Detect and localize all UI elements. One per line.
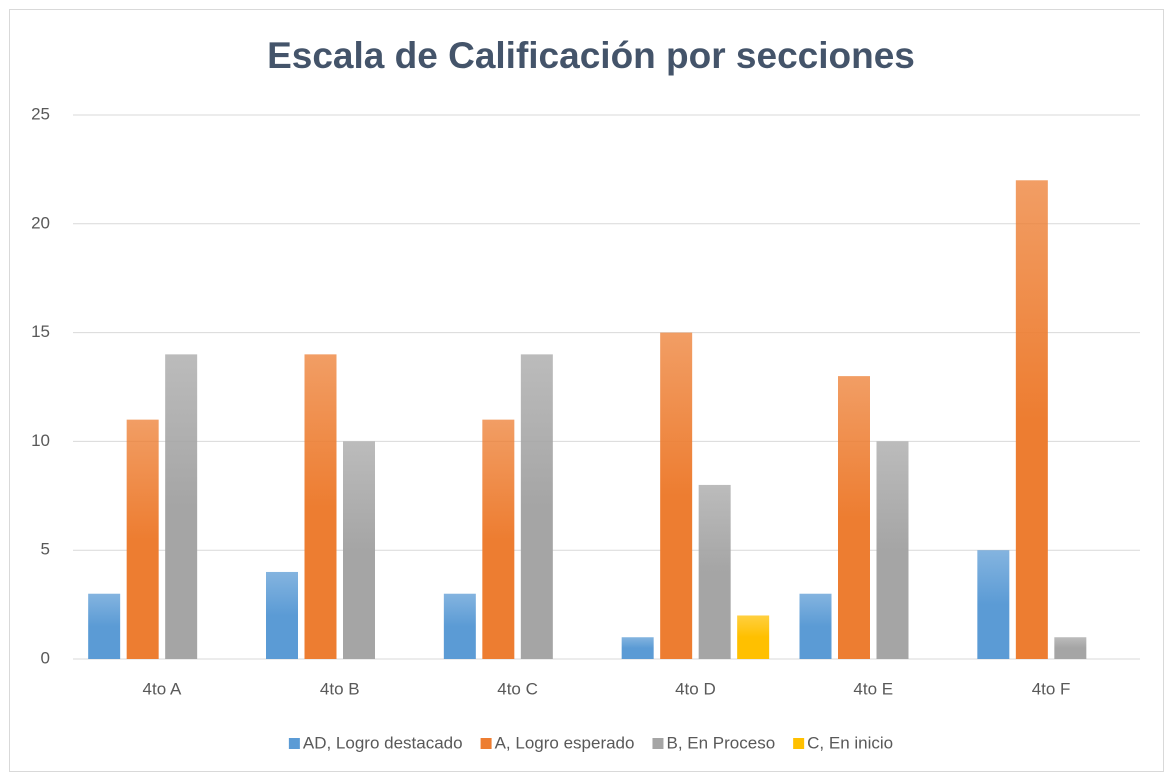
- bar: [443, 593, 476, 659]
- bar: [126, 419, 159, 659]
- bar: [737, 615, 770, 659]
- x-tick-label: 4to E: [853, 679, 893, 698]
- legend-swatch: [288, 738, 300, 749]
- bar: [304, 354, 337, 659]
- chart-title: Escala de Calificación por secciones: [267, 35, 915, 76]
- legend-item: AD, Logro destacado: [288, 733, 463, 752]
- legend-label: C, En inicio: [807, 733, 893, 752]
- y-tick-label: 20: [31, 213, 50, 232]
- bar: [660, 332, 693, 659]
- x-tick-label: 4to F: [1032, 679, 1071, 698]
- legend-item: C, En inicio: [793, 733, 893, 752]
- bar: [876, 441, 909, 659]
- bar: [621, 637, 654, 659]
- x-tick-label: 4to B: [320, 679, 360, 698]
- legend-item: A, Logro esperado: [480, 733, 635, 752]
- y-tick-label: 10: [31, 431, 50, 450]
- bar: [698, 484, 731, 659]
- bar: [799, 593, 832, 659]
- bar: [838, 376, 870, 659]
- x-tick-label: 4to A: [143, 679, 182, 698]
- bar: [1015, 180, 1048, 659]
- y-tick-label: 25: [31, 104, 50, 123]
- bar: [1054, 637, 1087, 659]
- legend-swatch: [480, 738, 492, 749]
- legend: AD, Logro destacado A, Logro esperado B, E…: [288, 733, 893, 752]
- legend-label: A, Logro esperado: [495, 733, 635, 752]
- bar: [977, 550, 1010, 659]
- bar: [266, 571, 298, 659]
- x-tick-label: 4to D: [675, 679, 716, 698]
- bar: [165, 354, 198, 659]
- x-tick-label: 4to C: [497, 679, 538, 698]
- legend-label: AD, Logro destacado: [303, 733, 463, 752]
- y-tick-label: 0: [41, 648, 50, 667]
- bar: [482, 419, 515, 659]
- bar: [88, 593, 121, 659]
- chart-border: [9, 9, 1164, 772]
- y-tick-label: 15: [31, 322, 50, 341]
- legend-swatch: [793, 738, 805, 749]
- y-tick-label: 5: [41, 540, 50, 559]
- legend-item: B, En Proceso: [652, 733, 775, 752]
- bar: [343, 441, 375, 659]
- legend-swatch: [652, 738, 664, 749]
- legend-label: B, En Proceso: [666, 733, 775, 752]
- bar: [520, 354, 553, 659]
